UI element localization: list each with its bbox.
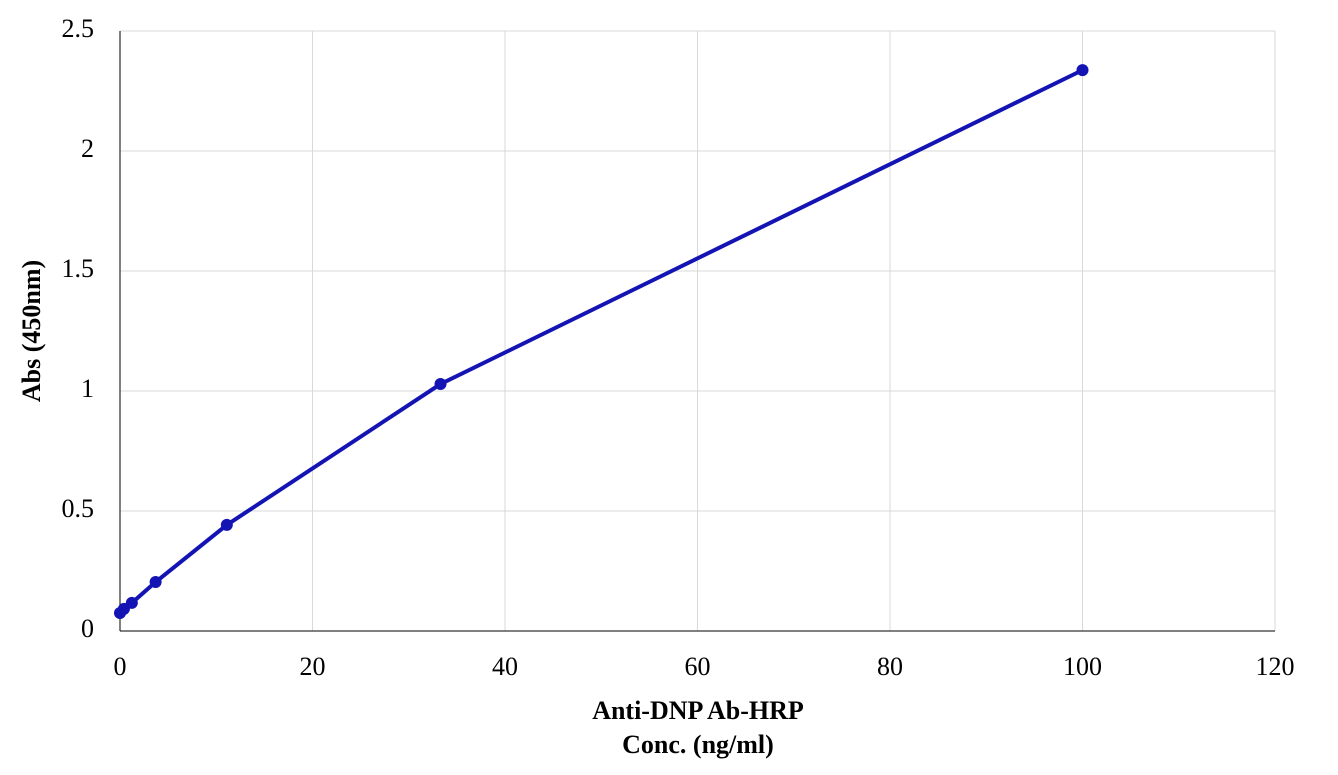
data-point: [1076, 64, 1089, 77]
data-line: [118, 68, 1084, 615]
y-tick-label: 2: [81, 134, 94, 163]
x-tick-label: 80: [877, 652, 903, 681]
x-axis-label: Conc. (ng/ml): [622, 730, 774, 759]
y-tick-label: 0.5: [62, 494, 95, 523]
y-tick-label: 0: [81, 614, 94, 643]
y-tick-label: 1.5: [62, 254, 95, 283]
x-tick-label: 100: [1063, 652, 1102, 681]
x-tick-label: 40: [492, 652, 518, 681]
y-axis-label: Abs (450nm): [17, 260, 46, 402]
data-point: [220, 518, 233, 531]
x-tick-label: 20: [300, 652, 326, 681]
data-point: [434, 378, 447, 391]
x-tick-label: 0: [114, 652, 127, 681]
x-axis-label: Anti-DNP Ab-HRP: [592, 696, 804, 725]
x-tick-label: 60: [685, 652, 711, 681]
x-tick-label: 120: [1256, 652, 1295, 681]
data-point: [125, 596, 138, 609]
y-tick-label: 1: [81, 374, 94, 403]
data-point: [149, 576, 162, 589]
y-tick-label: 2.5: [62, 14, 95, 43]
